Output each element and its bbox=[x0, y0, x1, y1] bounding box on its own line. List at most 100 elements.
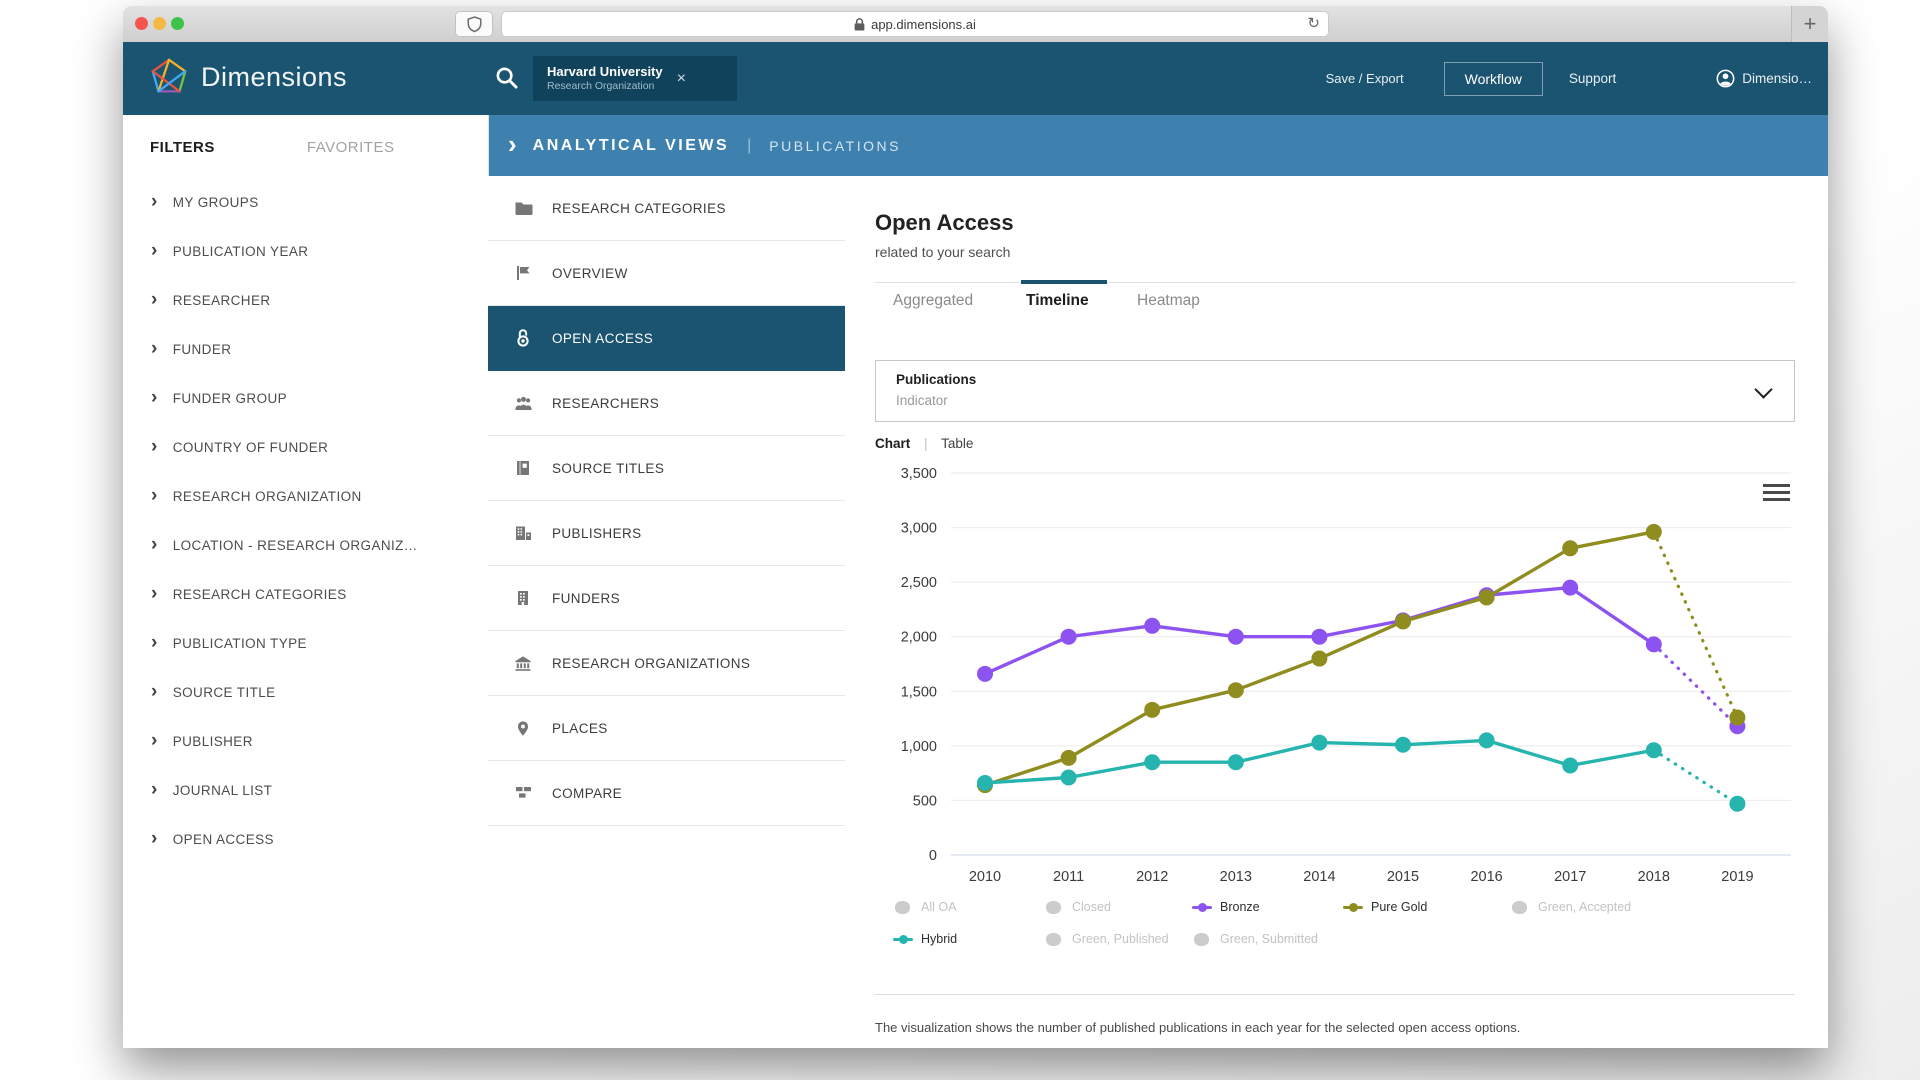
timeline-line-chart: 0 500 1,000 1,500 2,000 2,500 3,000 3,500 2010 20… bbox=[901, 466, 1791, 885]
legend-item-all-oa[interactable]: All OA bbox=[893, 900, 956, 914]
publishers-icon bbox=[512, 524, 534, 542]
dimensions-logo-icon bbox=[151, 58, 187, 93]
svg-text:1,500: 1,500 bbox=[901, 684, 937, 700]
legend-item-pure-gold[interactable]: Pure Gold bbox=[1343, 900, 1427, 914]
menu-item-research-organizations[interactable]: RESEARCH ORGANIZATIONS bbox=[488, 631, 845, 696]
reload-icon[interactable]: ↻ bbox=[1307, 15, 1320, 32]
sidebar-item-source-title[interactable]: › SOURCE TITLE bbox=[151, 680, 276, 702]
menu-item-open-access[interactable]: OPEN ACCESS bbox=[488, 306, 845, 371]
bank-icon bbox=[512, 654, 534, 672]
svg-text:3,500: 3,500 bbox=[901, 466, 937, 482]
menu-item-compare[interactable]: COMPARE bbox=[488, 761, 845, 826]
sidebar-item-publication-year[interactable]: › PUBLICATION YEAR bbox=[151, 239, 309, 261]
chart-description: The visualization shows the number of pu… bbox=[875, 1020, 1521, 1035]
sidebar-item-research-categories[interactable]: › RESEARCH CATEGORIES bbox=[151, 582, 347, 604]
support-link[interactable]: Support bbox=[1568, 71, 1617, 86]
legend-marker bbox=[1044, 900, 1064, 914]
sidebar-item-country-of-funder[interactable]: › COUNTRY OF FUNDER bbox=[151, 435, 329, 457]
user-avatar-icon bbox=[1716, 69, 1735, 88]
tab-filters[interactable]: FILTERS bbox=[150, 139, 215, 156]
chart-menu-icon[interactable] bbox=[1763, 484, 1790, 504]
svg-text:2012: 2012 bbox=[1136, 869, 1168, 885]
sidebar-item-research-organization[interactable]: › RESEARCH ORGANIZATION bbox=[151, 484, 362, 506]
sidebar-item-publisher[interactable]: › PUBLISHER bbox=[151, 729, 253, 751]
menu-item-funders[interactable]: FUNDERS bbox=[488, 566, 845, 631]
sidebar-item-funder-group[interactable]: › FUNDER GROUP bbox=[151, 386, 288, 408]
sidebar-item-open-access[interactable]: › OPEN ACCESS bbox=[151, 827, 274, 849]
minimize-window-button[interactable] bbox=[153, 17, 166, 30]
legend-marker bbox=[1192, 932, 1212, 946]
flag-icon bbox=[512, 264, 534, 282]
svg-text:2019: 2019 bbox=[1721, 869, 1753, 885]
legend-item-green-published[interactable]: Green, Published bbox=[1044, 932, 1169, 946]
analytical-views-menu: RESEARCH CATEGORIES OVERVIEW OPEN ACCESS… bbox=[488, 176, 846, 1048]
legend-marker bbox=[1510, 900, 1530, 914]
dimensions-logo[interactable]: Dimensions bbox=[147, 56, 347, 98]
legend-item-green-accepted[interactable]: Green, Accepted bbox=[1510, 900, 1631, 914]
browser-titlebar: app.dimensions.ai ↻ + bbox=[123, 6, 1828, 43]
display-toggle: Chart | Table bbox=[875, 436, 974, 451]
compare-icon bbox=[512, 785, 534, 801]
breadcrumb-separator: | bbox=[747, 136, 752, 154]
breadcrumb: › ANALYTICAL VIEWS | PUBLICATIONS bbox=[488, 115, 1828, 176]
sidebar-item-my-groups[interactable]: › MY GROUPS bbox=[151, 190, 259, 212]
filters-sidebar: FILTERS FAVORITES › MY GROUPS › PUBLICATIO… bbox=[123, 115, 489, 1048]
app-header: Dimensions Harvard University Research O… bbox=[123, 42, 1828, 115]
funders-icon bbox=[512, 589, 534, 607]
remove-filter-icon[interactable]: × bbox=[676, 69, 686, 87]
svg-text:2018: 2018 bbox=[1638, 869, 1670, 885]
user-menu[interactable]: Dimensio… bbox=[1716, 69, 1812, 88]
zoom-window-button[interactable] bbox=[171, 17, 184, 30]
sidebar-item-location-research-organization[interactable]: › LOCATION - RESEARCH ORGANIZ… bbox=[151, 533, 418, 555]
shield-icon bbox=[467, 15, 481, 32]
indicator-label: Indicator bbox=[896, 393, 948, 408]
active-search-filter-chip[interactable]: Harvard University Research Organization… bbox=[533, 56, 737, 101]
breadcrumb-page[interactable]: PUBLICATIONS bbox=[769, 137, 901, 154]
map-pin-icon bbox=[512, 719, 534, 738]
svg-text:3,000: 3,000 bbox=[901, 521, 937, 537]
legend-item-hybrid[interactable]: Hybrid bbox=[893, 932, 957, 946]
svg-text:2014: 2014 bbox=[1303, 869, 1335, 885]
menu-item-overview[interactable]: OVERVIEW bbox=[488, 241, 845, 306]
svg-text:2011: 2011 bbox=[1053, 869, 1084, 885]
toggle-chart[interactable]: Chart bbox=[875, 436, 911, 451]
tab-timeline[interactable]: Timeline bbox=[1026, 292, 1089, 309]
tab-heatmap[interactable]: Heatmap bbox=[1137, 292, 1200, 309]
new-tab-button[interactable]: + bbox=[1791, 6, 1828, 42]
breadcrumb-section[interactable]: ANALYTICAL VIEWS bbox=[532, 136, 730, 154]
researchers-icon bbox=[512, 395, 534, 412]
menu-item-publishers[interactable]: PUBLISHERS bbox=[488, 501, 845, 566]
sidebar-item-journal-list[interactable]: › JOURNAL LIST bbox=[151, 778, 273, 800]
chevron-down-icon bbox=[1754, 380, 1773, 399]
page-subtitle: related to your search bbox=[875, 244, 1011, 260]
save-export-link[interactable]: Save / Export bbox=[1325, 71, 1404, 86]
close-window-button[interactable] bbox=[135, 17, 148, 30]
menu-item-research-categories[interactable]: RESEARCH CATEGORIES bbox=[488, 176, 845, 241]
legend-marker bbox=[1192, 900, 1212, 914]
menu-item-source-titles[interactable]: SOURCE TITLES bbox=[488, 436, 845, 501]
workflow-button[interactable]: Workflow bbox=[1443, 61, 1543, 96]
indicator-dropdown[interactable]: Publications Indicator bbox=[875, 360, 1795, 422]
legend-marker bbox=[1343, 900, 1363, 914]
address-bar[interactable]: app.dimensions.ai ↻ bbox=[501, 11, 1329, 37]
sidebar-item-publication-type[interactable]: › PUBLICATION TYPE bbox=[151, 631, 307, 653]
privacy-shield-button[interactable] bbox=[455, 11, 493, 37]
svg-text:1,000: 1,000 bbox=[901, 739, 937, 755]
menu-item-researchers[interactable]: RESEARCHERS bbox=[488, 371, 845, 436]
menu-item-places[interactable]: PLACES bbox=[488, 696, 845, 761]
lock-icon bbox=[854, 17, 865, 30]
legend-item-green-submitted[interactable]: Green, Submitted bbox=[1192, 932, 1318, 946]
legend-marker bbox=[1044, 932, 1064, 946]
search-button[interactable] bbox=[495, 66, 519, 95]
browser-window: app.dimensions.ai ↻ + Dimensions bbox=[123, 6, 1828, 1048]
legend-item-bronze[interactable]: Bronze bbox=[1192, 900, 1260, 914]
main-content: Open Access related to your search Aggre… bbox=[845, 176, 1828, 1048]
toggle-table[interactable]: Table bbox=[941, 436, 974, 451]
sidebar-item-funder[interactable]: › FUNDER bbox=[151, 337, 232, 359]
filter-chip-title: Harvard University bbox=[547, 63, 663, 79]
tab-favorites[interactable]: FAVORITES bbox=[306, 139, 395, 156]
legend-marker bbox=[893, 932, 913, 946]
tab-aggregated[interactable]: Aggregated bbox=[893, 292, 974, 309]
legend-item-closed[interactable]: Closed bbox=[1044, 900, 1111, 914]
sidebar-item-researcher[interactable]: › RESEARCHER bbox=[151, 288, 271, 310]
